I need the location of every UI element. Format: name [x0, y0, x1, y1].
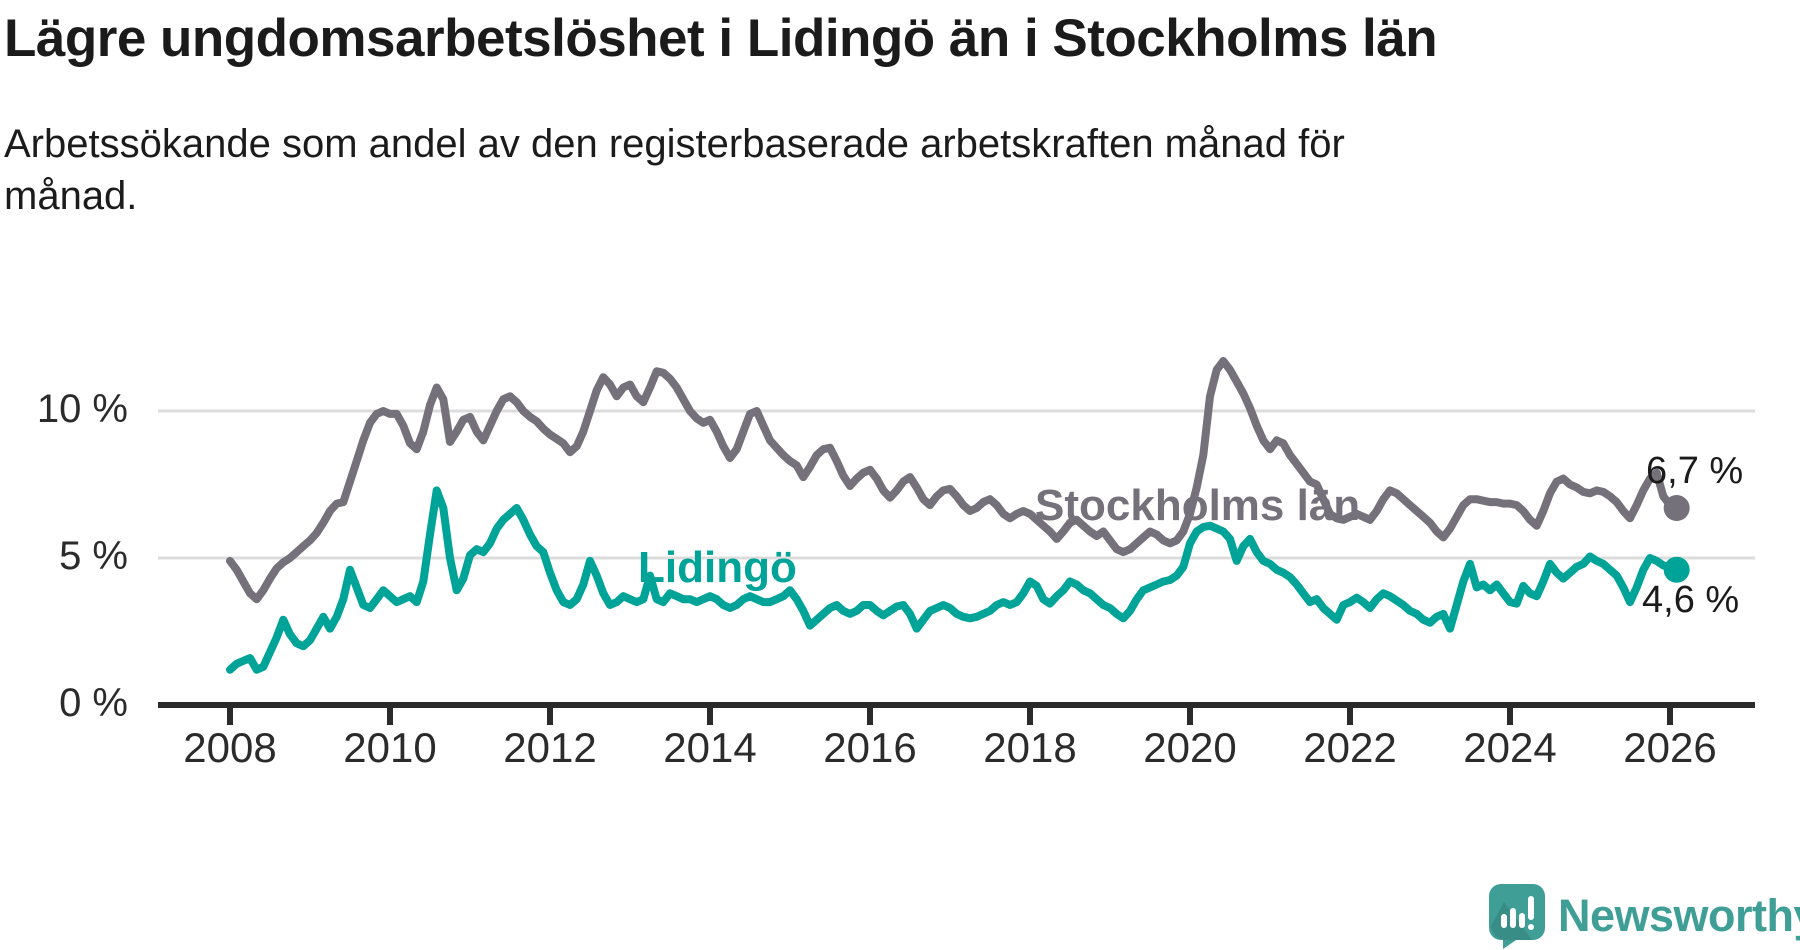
- x-tick-label: 2022: [1303, 724, 1397, 771]
- newsworthy-logo: Newsworthy: [1488, 882, 1800, 950]
- end-value-stockholms-lan: 6,7 %: [1646, 450, 1744, 492]
- newsworthy-logo-text: Newsworthy: [1558, 890, 1800, 941]
- series-line-stockholms-lan: [226, 357, 1681, 604]
- page-title: Lägre ungdomsarbetslöshet i Lidingö än i…: [4, 9, 1438, 68]
- series-end-dot-lidingo: [1663, 556, 1690, 583]
- x-tick-label: 2024: [1463, 724, 1557, 771]
- x-tick-label: 2018: [983, 724, 1077, 771]
- x-tick-label: 2016: [823, 724, 917, 771]
- newsworthy-logo-icon: [1489, 884, 1545, 949]
- x-tick-label: 2014: [663, 724, 757, 771]
- x-tick-label: 2012: [503, 724, 597, 771]
- y-tick-label: 0 %: [59, 681, 128, 725]
- x-tick-label: 2008: [183, 724, 277, 771]
- series-label-stockholms-lan: Stockholms län: [1035, 481, 1361, 530]
- y-tick-label: 10 %: [36, 387, 128, 431]
- x-tick-label: 2026: [1623, 724, 1717, 771]
- series-label-lidingo: Lidingö: [638, 543, 797, 592]
- series-line-lidingo: [226, 486, 1681, 674]
- x-tick-label: 2010: [343, 724, 437, 771]
- series-end-dot-stockholms-lan: [1663, 495, 1690, 522]
- end-value-lidingo: 4,6 %: [1642, 579, 1740, 621]
- y-tick-label: 5 %: [59, 534, 128, 578]
- chart-subtitle: Arbetssökande som andel av den registerb…: [4, 122, 1345, 218]
- x-tick-label: 2020: [1143, 724, 1237, 771]
